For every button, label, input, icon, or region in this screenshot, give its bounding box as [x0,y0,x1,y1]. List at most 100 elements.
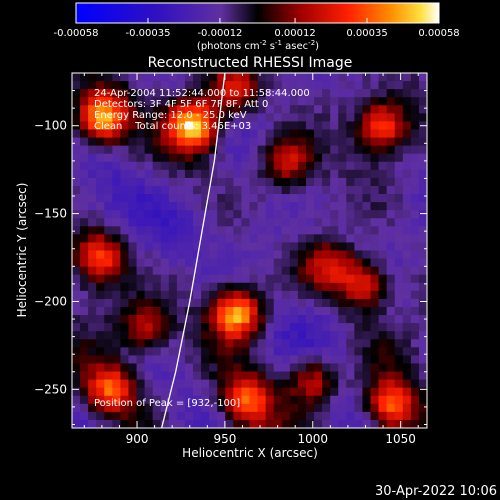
heatmap-cell [201,266,210,276]
heatmap-cell [394,210,404,219]
heatmap-cell [201,129,210,139]
heatmap-cell [209,194,218,203]
heatmap-cell [402,210,412,219]
heatmap-cell [184,226,194,235]
footer-date: 30-Apr-2022 10:06 [375,484,497,499]
heatmap-cell [217,153,226,163]
heatmap-cell [273,250,283,260]
heatmap-cell [338,282,347,292]
heatmap-cell [410,290,420,300]
heatmap-cell [193,218,202,227]
heatmap-cell [265,266,275,276]
heatmap-cell [80,177,89,187]
heatmap-cell [144,266,154,276]
heatmap-cell [176,266,186,276]
heatmap-cell [281,105,291,114]
heatmap-cell [184,290,194,300]
heatmap-cell [88,169,97,179]
heatmap-cell [257,411,267,421]
heatmap-cell [168,169,178,179]
heatmap-cell [402,194,412,203]
heatmap-cell [402,371,412,381]
heatmap-cell [410,226,420,235]
heatmap-cell [241,226,251,235]
heatmap-cell [297,306,307,316]
heatmap-cell [217,306,226,316]
heatmap-cell [322,371,331,381]
heatmap-cell [80,121,89,131]
heatmap-cell [346,403,355,413]
heatmap-cell [362,177,372,187]
heatmap-cell [209,210,218,219]
heatmap-cell [281,298,291,308]
heatmap-cell [386,185,396,195]
heatmap-cell [120,81,130,90]
heatmap-cell [112,347,122,356]
heatmap-cell [168,97,178,106]
heatmap-cell [394,121,404,131]
heatmap-cell [241,266,251,276]
heatmap-cell [72,282,81,292]
heatmap-cell [362,250,372,260]
heatmap-cell [265,105,275,114]
heatmap-cell [209,306,218,316]
heatmap-cell [265,298,275,308]
heatmap-cell [128,258,138,268]
heatmap-cell [394,355,404,365]
heatmap-cell [104,363,113,373]
heatmap-cell [241,274,251,284]
heatmap-cell [346,242,355,252]
heatmap-cell [338,379,347,389]
heatmap-cell [176,331,186,340]
heatmap-cell [112,129,122,139]
heatmap-cell [249,97,259,106]
heatmap-cell [168,258,178,268]
heatmap-cell [338,105,347,114]
heatmap-cell [225,129,234,139]
heatmap-cell [112,169,122,179]
heatmap-cell [362,331,372,340]
heatmap-cell [233,411,243,421]
heatmap-cell [201,250,210,260]
heatmap-cell [354,226,364,235]
heatmap-cell [273,306,283,316]
heatmap-cell [193,242,202,252]
heatmap-cell [128,202,138,211]
heatmap-cell [402,395,412,405]
heatmap-cell [72,161,81,171]
heatmap-cell [184,387,194,397]
heatmap-cell [184,81,194,90]
heatmap-cell [322,113,331,123]
heatmap-cell [305,258,315,268]
heatmap-cell [257,347,267,356]
heatmap-cell [346,363,355,373]
heatmap-cell [330,282,339,292]
heatmap-cell [233,113,243,123]
heatmap-cell [176,169,186,179]
heatmap-cell [128,89,138,98]
heatmap-cell [370,323,380,332]
heatmap-cell [273,97,283,106]
heatmap-cell [346,185,355,195]
heatmap-cell [144,347,154,356]
heatmap-cell [346,161,355,171]
heatmap-cell [265,315,275,324]
heatmap-cell [362,323,372,332]
heatmap-cell [152,347,162,356]
heatmap-cell [225,331,234,340]
heatmap-cell [241,258,251,268]
heatmap-cell [386,129,396,139]
heatmap-cell [233,290,243,300]
heatmap-cell [104,218,113,227]
heatmap-cell [72,395,81,405]
heatmap-cell [257,387,267,397]
heatmap-cell [72,363,81,373]
heatmap-cell [265,210,275,219]
heatmap-cell [410,363,420,373]
heatmap-cell [80,363,89,373]
heatmap-cell [120,234,130,244]
heatmap-cell [257,194,267,203]
heatmap-cell [281,129,291,139]
heatmap-cell [201,323,210,332]
y-tick-label: −200 [34,294,67,308]
